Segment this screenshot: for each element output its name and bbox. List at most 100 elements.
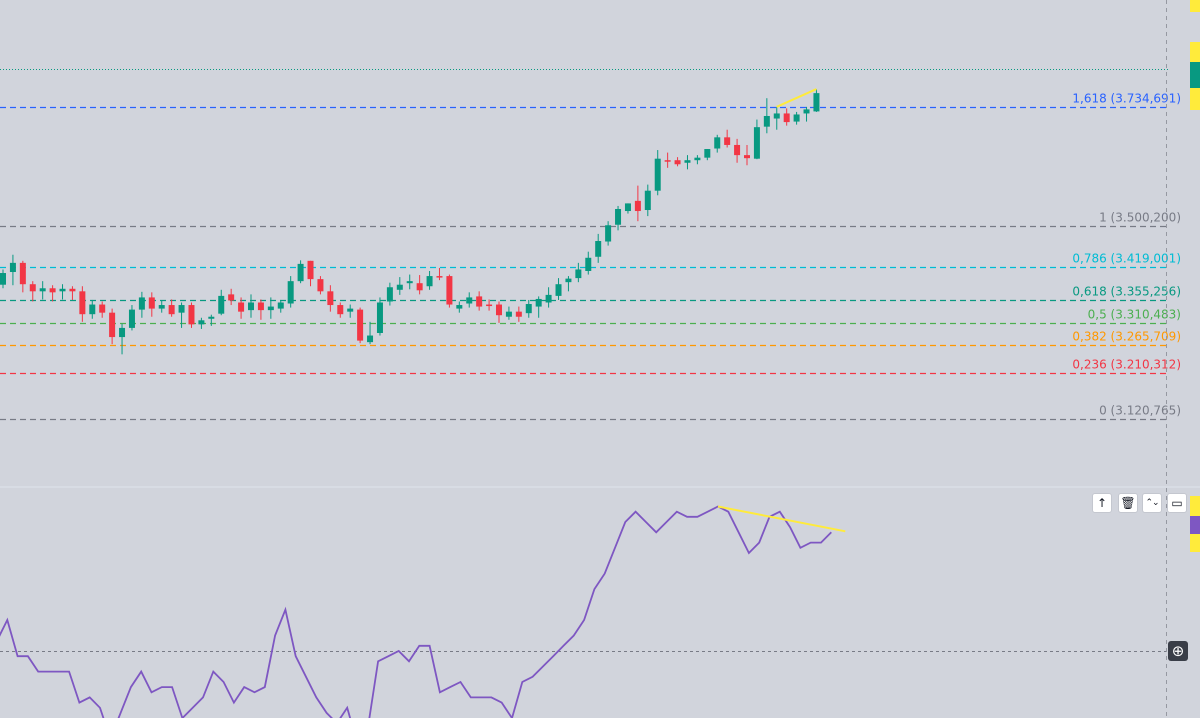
fib-label-4: 0,5 (3.310,483) [1088, 308, 1181, 322]
candle-34 [337, 302, 344, 318]
candle-63 [624, 203, 631, 214]
candle-5 [49, 285, 56, 302]
candle-body [0, 273, 6, 285]
fib-label-0: 1,618 (3.734,691) [1072, 92, 1181, 106]
candle-body [545, 294, 552, 303]
candle-body [684, 160, 691, 163]
candle-53 [525, 299, 532, 318]
collapse-pane-button[interactable]: ⌃⌄ [1142, 493, 1162, 513]
candle-76 [753, 119, 760, 160]
candle-23 [228, 288, 235, 306]
candle-17 [168, 299, 175, 317]
candle-15 [148, 292, 155, 317]
candle-body [49, 288, 56, 293]
candle-66 [654, 150, 661, 196]
candle-57 [565, 276, 572, 292]
maximize-pane-button[interactable]: ▭ [1167, 493, 1187, 513]
candle-body [307, 260, 314, 280]
candle-0 [0, 269, 6, 289]
candle-body [39, 288, 46, 292]
candle-body [416, 283, 423, 291]
candle-body [595, 241, 602, 257]
candle-48 [476, 291, 483, 311]
candle-9 [89, 299, 96, 319]
candle-body [228, 294, 235, 301]
candle-60 [595, 233, 602, 263]
candle-body [59, 288, 66, 292]
candle-body [734, 144, 741, 156]
candle-80 [793, 111, 800, 125]
candle-body [486, 304, 493, 307]
candle-74 [734, 138, 741, 163]
candle-body [327, 291, 334, 306]
candle-39 [386, 282, 393, 306]
fib-label-3: 0,618 (3.355,256) [1072, 285, 1181, 299]
fibonacci-retracement[interactable]: 1,618 (3.734,691) 1 (3.500,200) 0,786 (3.4… [0, 92, 1181, 421]
add-indicator-button[interactable]: ⊕ [1168, 641, 1188, 661]
candle-body [188, 305, 195, 325]
candle-65 [644, 184, 651, 217]
candle-body [238, 302, 245, 312]
candle-body [178, 305, 185, 313]
candle-body [446, 276, 453, 305]
collapse-icon: ⌃⌄ [1145, 498, 1159, 508]
candle-body [218, 295, 225, 314]
candle-body [515, 311, 522, 317]
candle-body [763, 115, 770, 127]
candle-55 [545, 287, 552, 308]
scale-tag-yellow-top [1190, 0, 1200, 12]
candle-body [138, 297, 145, 310]
candle-30 [297, 260, 304, 284]
candle-body [257, 302, 264, 311]
candle-body [406, 281, 413, 284]
scale-tag-yellow [1190, 42, 1200, 62]
candle-body [277, 302, 284, 309]
candle-body [69, 288, 76, 292]
candle-71 [704, 149, 711, 161]
candle-body [555, 284, 562, 296]
candle-body [148, 297, 155, 309]
candle-56 [555, 278, 562, 300]
delete-pane-button[interactable]: 🗑 [1118, 493, 1138, 513]
candle-body [158, 305, 165, 309]
candle-body [376, 302, 383, 333]
candle-body [644, 190, 651, 211]
candle-body [367, 335, 374, 343]
candle-body [585, 257, 592, 271]
candle-body [605, 225, 612, 242]
candle-body [575, 269, 582, 279]
maximize-icon: ▭ [1171, 496, 1183, 510]
move-pane-up-button[interactable]: ↑ [1092, 493, 1112, 513]
fib-label-2: 0,786 (3.419,001) [1072, 252, 1181, 266]
candle-body [19, 262, 26, 285]
candle-67 [664, 152, 671, 168]
candle-4 [39, 281, 46, 300]
candle-body [783, 113, 790, 123]
candle-77 [763, 98, 770, 134]
rsi-trendline[interactable] [717, 505, 846, 533]
candle-body [436, 276, 443, 278]
candle-38 [376, 297, 383, 336]
candle-body [109, 312, 116, 338]
fib-label-1: 1 (3.500,200) [1099, 211, 1181, 225]
candle-body [505, 311, 512, 317]
candle-75 [744, 144, 750, 166]
candle-body [624, 203, 631, 212]
candle-41 [406, 274, 413, 290]
fib-label-7: 0 (3.120,765) [1099, 404, 1181, 418]
candle-37 [367, 321, 374, 345]
candle-body [565, 278, 572, 283]
candle-body [456, 305, 463, 309]
candle-body [99, 304, 106, 313]
candle-46 [456, 301, 463, 313]
candle-body [267, 306, 274, 311]
price-trendline[interactable] [776, 88, 817, 108]
candle-81 [803, 106, 810, 122]
candle-40 [396, 277, 403, 295]
candle-body [9, 262, 16, 273]
candle-body [386, 287, 393, 302]
candle-body [476, 296, 483, 307]
candle-body [466, 297, 473, 304]
